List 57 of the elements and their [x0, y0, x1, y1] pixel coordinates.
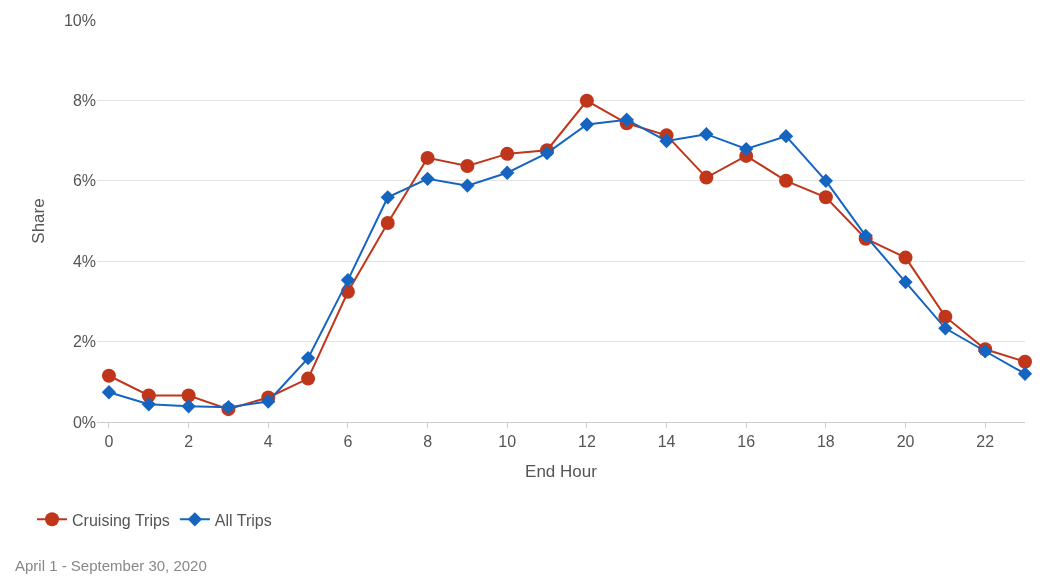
point	[141, 397, 156, 412]
point	[938, 309, 953, 324]
x-tick-label: 18	[816, 433, 835, 451]
legend-label: All Trips	[214, 511, 272, 529]
point	[380, 190, 395, 205]
point	[579, 117, 595, 132]
point	[1017, 366, 1033, 381]
point	[301, 371, 316, 386]
point	[779, 173, 794, 188]
x-tick-label: 8	[423, 433, 433, 451]
point	[380, 216, 395, 230]
y-axis-title: Share	[28, 198, 48, 244]
point	[300, 350, 316, 366]
point	[659, 133, 674, 149]
point	[101, 368, 116, 383]
x-tick-label: 14	[657, 433, 676, 451]
point	[460, 178, 475, 193]
point	[500, 165, 515, 180]
x-tick-label: 0	[104, 433, 114, 451]
x-tick-label: 20	[896, 433, 915, 451]
point	[460, 158, 475, 173]
y-tick-label: 8%	[72, 92, 96, 109]
point	[579, 93, 594, 108]
x-tick-label: 22	[976, 433, 995, 451]
y-tick-label: 4%	[72, 252, 96, 270]
point	[739, 141, 754, 157]
point	[1018, 354, 1032, 369]
x-tick-label: 10	[498, 433, 517, 451]
x-tick-label: 4	[263, 433, 273, 451]
point	[619, 112, 634, 127]
point	[181, 388, 196, 403]
text: April 1 - September 30, 2020	[15, 557, 207, 574]
point	[699, 170, 714, 185]
point	[818, 173, 834, 188]
x-tick-label: 16	[737, 433, 756, 451]
x-axis-title: End Hour	[525, 461, 598, 481]
point	[340, 272, 356, 288]
y-tick-label: 6%	[72, 172, 96, 190]
y-tick-label: 10%	[63, 11, 96, 29]
point	[420, 150, 435, 165]
point	[818, 190, 833, 205]
point	[778, 129, 794, 144]
point	[420, 171, 435, 186]
point	[261, 394, 276, 409]
point	[898, 250, 913, 265]
point	[938, 321, 953, 336]
x-tick-label: 6	[343, 433, 353, 451]
point	[699, 127, 714, 142]
point	[181, 399, 196, 414]
legend-label: Cruising Trips	[72, 511, 170, 529]
y-tick-label: 2%	[72, 333, 96, 351]
y-tick-label: 0%	[72, 413, 96, 431]
x-tick-label: 2	[184, 433, 194, 451]
point	[101, 385, 117, 400]
point	[500, 146, 515, 161]
point	[898, 274, 913, 290]
x-tick-label: 12	[577, 433, 596, 451]
